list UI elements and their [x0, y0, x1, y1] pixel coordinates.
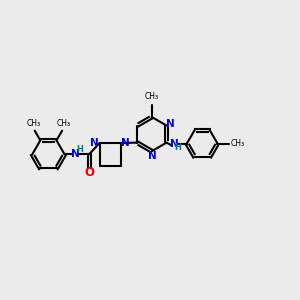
Text: N: N: [71, 149, 80, 159]
Text: H: H: [175, 143, 182, 152]
Text: N: N: [170, 139, 179, 148]
Text: CH₃: CH₃: [56, 119, 70, 128]
Text: CH₃: CH₃: [145, 92, 159, 101]
Text: N: N: [122, 138, 130, 148]
Text: H: H: [76, 146, 83, 154]
Text: CH₃: CH₃: [231, 139, 245, 148]
Text: CH₃: CH₃: [26, 119, 40, 128]
Text: N: N: [148, 151, 157, 160]
Text: O: O: [84, 166, 94, 179]
Text: N: N: [166, 119, 175, 129]
Text: N: N: [90, 138, 99, 148]
